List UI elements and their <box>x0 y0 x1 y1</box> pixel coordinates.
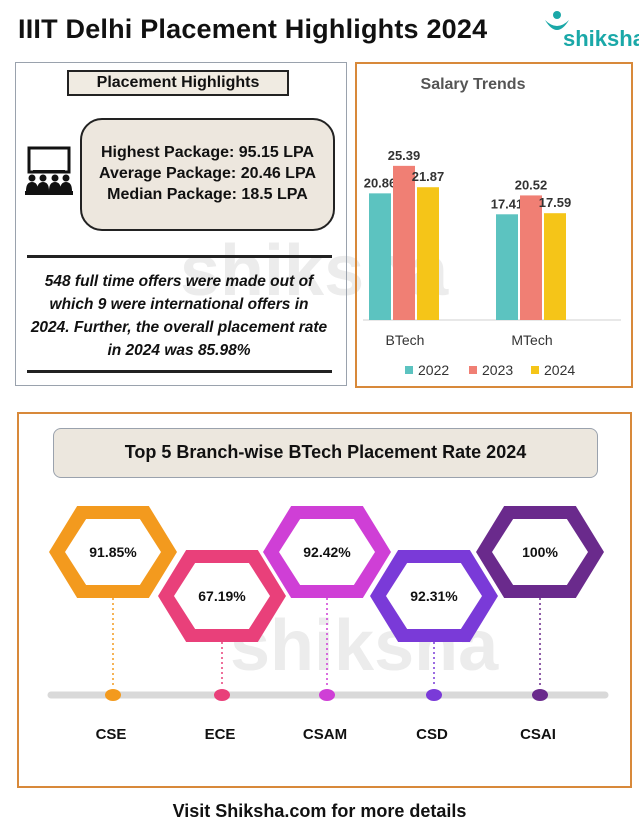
offers-summary: 548 full time offers were made out of wh… <box>30 273 328 359</box>
bar-value-label: 17.59 <box>539 195 572 210</box>
bar-mtech-2024 <box>544 213 566 320</box>
timeline-dot-csd <box>426 689 442 701</box>
bar-btech-2024 <box>417 187 439 320</box>
bar-value-label: 17.41 <box>491 196 524 211</box>
chart-title: Salary Trends <box>421 76 526 93</box>
placement-highlights-panel <box>15 62 347 386</box>
legend-label-2022: 2022 <box>418 362 449 378</box>
salary-trends-panel <box>355 62 633 388</box>
legend-swatch-2024 <box>531 366 539 374</box>
bar-value-label: 20.52 <box>515 177 548 192</box>
legend-swatch-2022 <box>405 366 413 374</box>
hexagon-inner-csam <box>279 519 375 585</box>
placement-highlights-label: Placement Highlights <box>67 70 289 96</box>
branch-placement-chart: 91.85% CSE 67.19% ECE 92.42% CSAM 92.31% CSD 100… <box>47 506 609 743</box>
page-title: IIIT Delhi Placement Highlights 2024 <box>18 14 488 44</box>
logo-text: shiksha <box>563 26 639 51</box>
bar-value-label: 25.39 <box>388 148 421 163</box>
bar-value-label: 20.86 <box>364 175 397 190</box>
timeline-dot-csam <box>319 689 335 701</box>
salary-trends-chart: Salary Trends Salary in INR LPA 20.8625.… <box>363 76 621 378</box>
branch-label-cse: CSE <box>96 726 127 743</box>
average-package: Average Package: 20.46 LPA <box>98 165 316 182</box>
bar-mtech-2023 <box>520 195 542 320</box>
x-tick-btech: BTech <box>386 332 425 348</box>
legend-swatch-2023 <box>469 366 477 374</box>
rate-label-csam: 92.42% <box>303 544 351 560</box>
package-box: Highest Package: 95.15 LPA Average Packa… <box>80 118 335 231</box>
x-tick-mtech: MTech <box>511 332 552 348</box>
timeline-dot-ece <box>214 689 230 701</box>
divider-bottom <box>27 370 332 373</box>
rate-label-cse: 91.85% <box>89 544 137 560</box>
hexagon-inner-csai <box>492 519 588 585</box>
timeline-dot-csai <box>532 689 548 701</box>
branch-label-csd: CSD <box>416 726 448 743</box>
bar-btech-2023 <box>393 165 415 320</box>
bar-value-label: 21.87 <box>412 169 445 184</box>
footer-text: Visit Shiksha.com for more details <box>172 801 467 821</box>
rate-label-csai: 100% <box>522 544 558 560</box>
shiksha-logo-icon <box>545 11 569 30</box>
legend-label-2024: 2024 <box>544 362 575 378</box>
rate-label-csd: 92.31% <box>410 588 458 604</box>
hexagon-inner-csd <box>386 563 482 629</box>
rate-label-ece: 67.19% <box>198 588 246 604</box>
bar-btech-2022 <box>369 193 391 320</box>
branch-placement-title: Top 5 Branch-wise BTech Placement Rate 2… <box>53 428 598 478</box>
branch-label-csai: CSAI <box>520 726 556 743</box>
median-package: Median Package: 18.5 LPA <box>107 186 308 203</box>
divider-top <box>27 255 332 258</box>
shiksha-logo[interactable]: shiksha <box>543 8 639 56</box>
legend-label-2023: 2023 <box>482 362 513 378</box>
audience-icon <box>25 146 73 195</box>
branch-label-ece: ECE <box>205 726 236 743</box>
hexagon-inner-cse <box>65 519 161 585</box>
branch-placement-panel <box>17 412 632 788</box>
branch-label-csam: CSAM <box>303 726 347 743</box>
timeline-dot-cse <box>105 689 121 701</box>
highest-package: Highest Package: 95.15 LPA <box>100 144 315 161</box>
hexagon-inner-ece <box>174 563 270 629</box>
bar-mtech-2022 <box>496 214 518 320</box>
